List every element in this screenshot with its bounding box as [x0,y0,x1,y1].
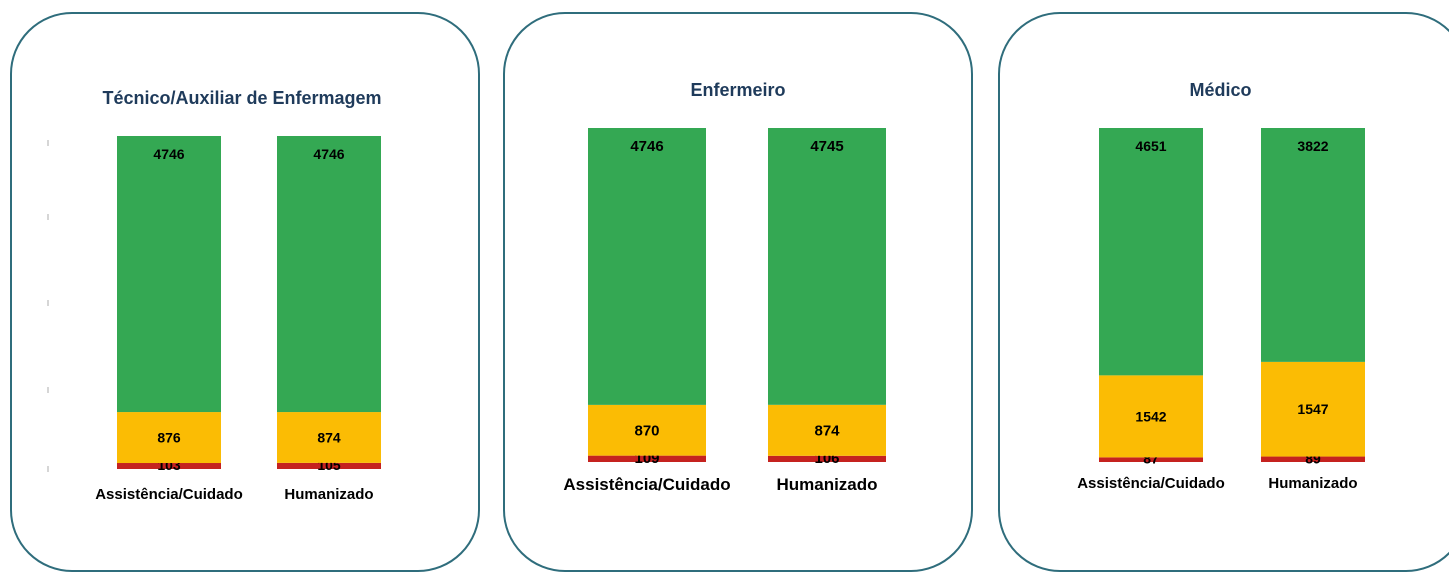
bar-segment [1099,457,1203,462]
chart-panel-tecnico: Técnico/Auxiliar de Enfermagem [10,12,480,572]
data-label: 874 [814,422,840,439]
x-tick-label: Humanizado [776,475,877,494]
data-label: 4651 [1135,138,1166,154]
data-label: 876 [157,430,181,446]
chart-title: Técnico/Auxiliar de Enfermagem [102,88,382,108]
chart-plot-medico: 8715424651Assistência/Cuidado8915473822H… [1077,128,1365,492]
bar-segment [277,462,381,469]
axis-tick [47,466,49,472]
bar-segment [588,404,706,456]
bar-segment [1099,375,1203,458]
x-tick-label: Assistência/Cuidado [563,475,730,494]
bar-segment [768,455,886,462]
bar-segment [588,128,706,405]
data-label: 1547 [1297,401,1328,417]
axis-tick [47,214,49,220]
x-tick-label: Assistência/Cuidado [1077,475,1225,492]
chart-plot-tecnico: 1038764746Assistência/Cuidado1058744746H… [47,136,381,503]
chart-plot-enfermeiro: 1098704746Assistência/Cuidado1068744745H… [563,128,886,494]
x-tick-label: Assistência/Cuidado [95,486,243,503]
data-label: 870 [634,422,659,439]
axis-tick [47,300,49,306]
bar-segment [588,455,706,462]
data-label: 4746 [630,138,663,155]
chart-title: Médico [1189,80,1252,100]
data-label: 4745 [810,138,843,155]
axis-tick [47,140,49,146]
bar-segment [1261,361,1365,457]
data-label: 4746 [153,146,184,162]
data-label: 874 [317,429,341,445]
bar-segment [117,412,221,464]
bar-segment [1261,456,1365,462]
bar-segment [1261,128,1365,362]
data-label: 1542 [1135,408,1166,424]
data-label: 3822 [1297,138,1328,154]
x-tick-label: Humanizado [284,486,373,503]
chart-title: Enfermeiro [690,80,786,100]
bar-segment [277,136,381,413]
bar-segment [1099,128,1203,376]
chart-panel-enfermeiro: Enfermeiro [503,12,973,572]
chart-panel-medico: Médico [998,12,1449,572]
bar-segment [277,412,381,463]
bar-segment [768,128,886,405]
bar-segment [768,404,886,456]
bar-segment [117,463,221,469]
axis-tick [47,387,49,393]
x-tick-label: Humanizado [1268,475,1357,492]
bar-segment [117,136,221,413]
data-label: 4746 [313,146,344,162]
